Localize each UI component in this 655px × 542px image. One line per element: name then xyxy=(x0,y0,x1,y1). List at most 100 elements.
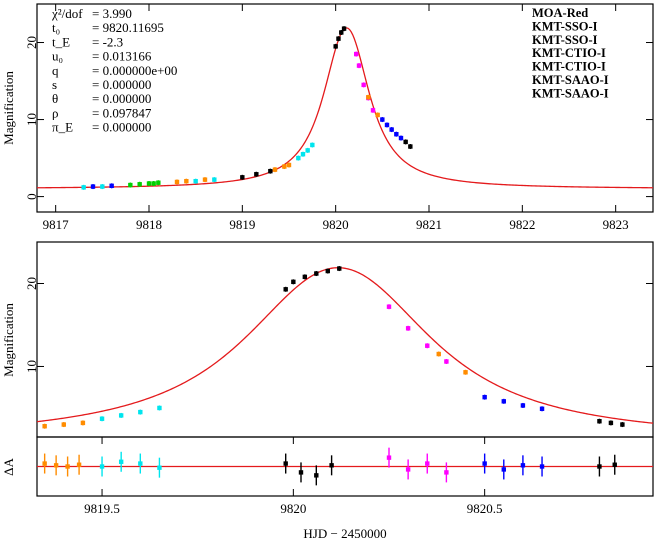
param-value: = 0.000000 xyxy=(92,91,151,106)
data-point xyxy=(61,422,66,427)
model-curve xyxy=(36,267,654,424)
data-point xyxy=(81,185,86,190)
param-value: = 3.990 xyxy=(92,6,132,21)
x-tick-label: 9820.5 xyxy=(467,501,503,516)
top-panel-frame xyxy=(36,3,654,213)
param-label: θ xyxy=(52,91,58,106)
data-point xyxy=(405,467,411,472)
x-tick-label: 9821 xyxy=(416,217,442,232)
x-tick-label: 9819 xyxy=(229,217,255,232)
x-tick-label: 9822 xyxy=(509,217,535,232)
data-point xyxy=(254,172,259,177)
x-tick-label: 9823 xyxy=(603,217,629,232)
data-point xyxy=(80,420,86,426)
data-point xyxy=(310,142,315,148)
data-point xyxy=(65,464,70,469)
legend-entry: KMT-SSO-I xyxy=(532,33,598,47)
data-point xyxy=(305,148,310,153)
data-point xyxy=(76,462,82,467)
x-axis-title: HJD − 2450000 xyxy=(303,526,386,541)
data-point xyxy=(620,422,625,427)
data-point xyxy=(370,108,376,113)
data-point xyxy=(325,268,330,274)
y-tick-label: 20 xyxy=(24,36,39,49)
data-point xyxy=(291,279,296,285)
data-point xyxy=(212,177,217,182)
data-point xyxy=(298,470,304,475)
data-point xyxy=(118,413,124,418)
residual-ylabel: ΔA xyxy=(1,458,16,476)
data-point xyxy=(482,394,487,400)
data-point xyxy=(339,30,344,35)
param-label: t_E xyxy=(52,34,70,49)
data-point xyxy=(286,162,292,168)
param-label: χ²/dof xyxy=(51,6,83,21)
data-point xyxy=(380,117,385,122)
param-label: t₀ xyxy=(52,20,60,35)
data-point xyxy=(539,406,545,411)
data-point xyxy=(336,36,341,41)
data-point xyxy=(597,464,602,469)
data-point xyxy=(314,473,319,478)
data-point xyxy=(333,44,338,49)
data-point xyxy=(282,164,287,169)
data-point xyxy=(608,420,614,426)
param-value: = 9820.11695 xyxy=(92,20,164,35)
residual-panel: 9819.5 9820 9820.5 xyxy=(37,437,653,516)
data-point xyxy=(157,405,162,411)
data-point xyxy=(202,177,208,182)
data-point xyxy=(482,461,487,466)
data-point xyxy=(240,175,245,180)
data-point xyxy=(444,359,449,364)
data-point xyxy=(42,461,47,466)
y-tick-label: 0 xyxy=(24,193,39,200)
param-label: u₀ xyxy=(52,49,63,64)
x-tick-label: 9818 xyxy=(136,217,162,232)
data-point xyxy=(436,351,441,357)
data-point xyxy=(314,271,319,276)
data-point xyxy=(118,459,124,464)
data-point xyxy=(408,144,413,149)
data-point xyxy=(597,419,602,424)
data-point xyxy=(341,26,347,31)
data-point xyxy=(398,135,404,141)
data-point xyxy=(174,179,180,185)
data-point xyxy=(520,403,526,408)
data-point xyxy=(300,152,306,157)
param-value: = 0.000000 xyxy=(92,77,151,92)
data-point xyxy=(520,463,526,468)
top-panel: 0 10 20 9817 9818 9819 9820 9821 9822 9823 xyxy=(24,4,654,232)
data-point xyxy=(612,462,617,467)
data-point xyxy=(156,180,161,185)
param-value: = 0.097847 xyxy=(92,105,152,120)
top-ylabel: Magnification xyxy=(1,71,16,145)
x-tick-label: 9820 xyxy=(323,217,349,232)
data-point xyxy=(354,51,359,57)
data-point xyxy=(501,399,506,404)
data-point xyxy=(386,455,392,460)
zoom-panel: 10 20 xyxy=(24,266,654,429)
data-point xyxy=(184,178,189,184)
legend-entry: KMT-SAAO-I xyxy=(532,73,609,87)
zoom-ylabel: Magnification xyxy=(1,303,16,377)
x-tick-label: 9819.5 xyxy=(84,501,120,516)
data-point xyxy=(384,122,390,128)
data-point xyxy=(42,424,47,429)
legend-entry: KMT-CTIO-I xyxy=(532,46,606,60)
data-point xyxy=(389,127,394,132)
data-point xyxy=(296,155,301,161)
data-point xyxy=(501,467,506,472)
data-point xyxy=(272,167,278,172)
fit-parameters: χ²/dof = 3.990 t₀ = 9820.11695 t_E = -2.3 u₀ = … xyxy=(51,6,177,135)
data-point xyxy=(109,183,114,189)
data-point xyxy=(366,95,371,100)
data-point xyxy=(444,470,449,475)
legend-entry: MOA-Red xyxy=(532,6,588,20)
data-point xyxy=(356,63,362,68)
data-point xyxy=(157,465,162,470)
data-point xyxy=(329,463,334,468)
data-point xyxy=(463,370,468,375)
data-point xyxy=(99,416,105,421)
data-point xyxy=(405,326,411,331)
